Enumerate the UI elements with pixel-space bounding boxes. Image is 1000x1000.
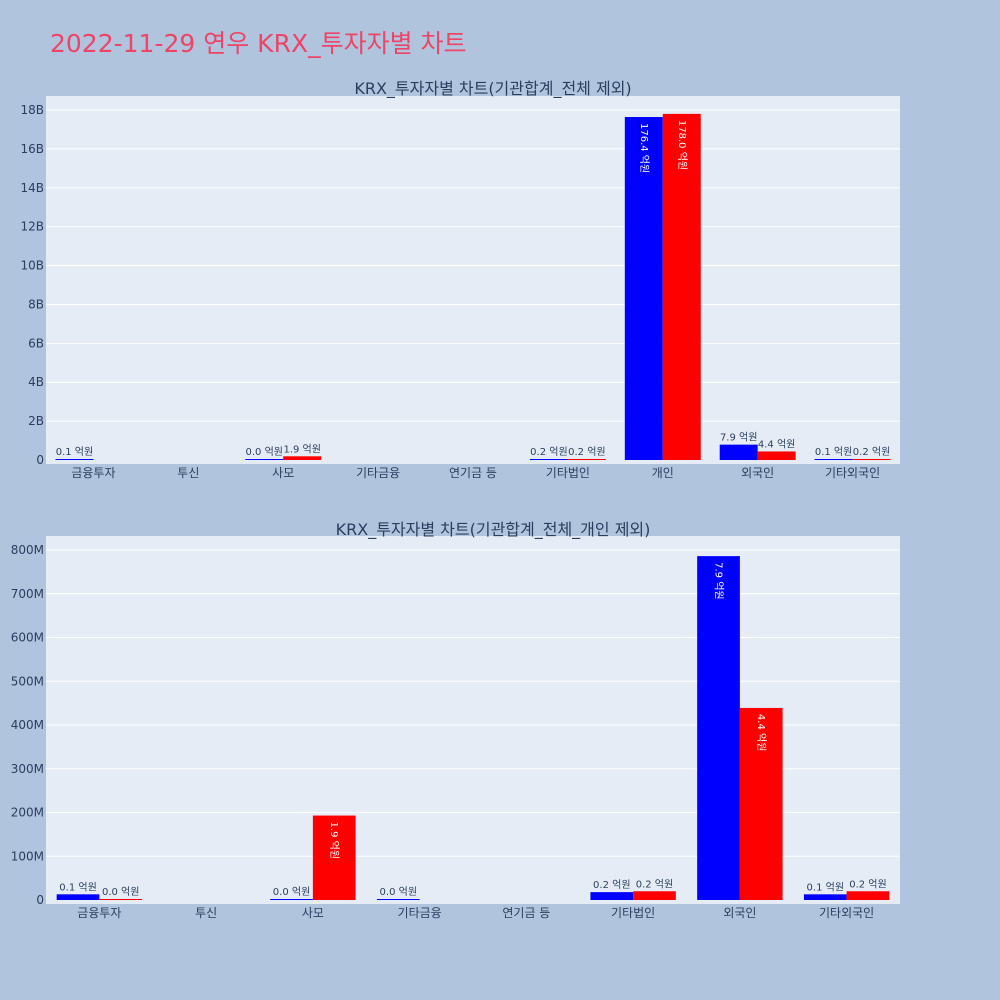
y-tick-label: 0 [36, 893, 44, 907]
bar [719, 444, 758, 460]
y-tick-label: 16B [20, 142, 44, 156]
bar [529, 459, 568, 460]
chart-1: 0 2B 4B 6B 8B 10B 12B 14B 16B 18B KRX_투자자별 차트(기관합계… [20, 79, 900, 480]
x-tick-label: 외국인 [723, 906, 756, 920]
x-tick-label: 기타법인 [611, 906, 655, 920]
x-tick-label: 금융투자 [71, 466, 115, 480]
bar [814, 459, 853, 460]
bar [803, 894, 847, 900]
y-tick-label: 500M [11, 674, 44, 688]
x-tick-label: 사모 [302, 906, 324, 920]
x-tick-label: 연기금 등 [502, 906, 550, 920]
bar [852, 459, 891, 460]
bar [56, 894, 100, 900]
x-tick-label: 기타금융 [356, 466, 400, 480]
data-label: 0.1 억원 [59, 881, 96, 893]
data-label: 0.0 억원 [102, 886, 139, 898]
data-label: 0.0 억원 [380, 886, 417, 898]
bar [567, 459, 606, 460]
x-tick-label: 외국인 [741, 466, 774, 480]
bar [376, 899, 420, 900]
data-label: 176.4 억원 [638, 123, 650, 173]
data-label: 178.0 억원 [676, 120, 688, 170]
data-label: 0.2 억원 [568, 446, 605, 458]
data-label: 0.2 억원 [849, 878, 886, 890]
x-tick-label: 기타외국인 [825, 466, 880, 480]
y-tick-label: 18B [20, 103, 44, 117]
x-tick-label: 연기금 등 [449, 466, 497, 480]
bar [270, 899, 313, 900]
data-label: 1.9 억원 [328, 822, 340, 859]
x-tick-label: 투신 [177, 466, 199, 480]
data-label: 0.1 억원 [815, 446, 852, 458]
data-label: 0.1 억원 [807, 881, 844, 893]
bar [99, 899, 143, 900]
data-label: 7.9 억원 [720, 432, 757, 444]
y-tick-label: 600M [11, 631, 44, 645]
x-tick-label: 금융투자 [77, 906, 121, 920]
y-tick-label: 10B [20, 259, 44, 273]
x-tick-label: 개인 [652, 466, 674, 480]
bar [697, 556, 740, 900]
y-tick-label: 2B [28, 414, 44, 428]
bar [55, 459, 94, 460]
y-tick-label: 800M [11, 543, 44, 557]
y-tick-label: 700M [11, 587, 44, 601]
y-tick-label: 6B [28, 336, 44, 350]
data-label: 0.2 억원 [593, 879, 630, 891]
y-tick-label: 300M [11, 762, 44, 776]
plot-area [46, 96, 900, 464]
data-label: 1.9 억원 [283, 443, 320, 455]
y-tick-label: 8B [28, 297, 44, 311]
data-label: 4.4 억원 [755, 714, 767, 751]
bar [624, 117, 663, 460]
bar [846, 891, 890, 900]
x-tick-label: 기타금융 [398, 906, 442, 920]
data-label: 0.2 억원 [636, 878, 673, 890]
y-tick-label: 400M [11, 718, 44, 732]
chart-title: KRX_투자자별 차트(기관합계_전체_개인 제외) [336, 520, 651, 540]
y-tick-label: 12B [20, 220, 44, 234]
y-tick-label: 4B [28, 375, 44, 389]
bar [739, 707, 783, 900]
page-title: 2022-11-29 연우 KRX_투자자별 차트 [50, 29, 467, 58]
data-label: 0.2 억원 [530, 446, 567, 458]
x-tick-label: 기타외국인 [819, 906, 874, 920]
chart-title: KRX_투자자별 차트(기관합계_전체 제외) [354, 79, 631, 99]
data-label: 0.2 억원 [853, 446, 890, 458]
y-tick-label: 0 [36, 453, 44, 467]
y-tick-label: 200M [11, 806, 44, 820]
bar [312, 815, 356, 900]
x-tick-label: 기타법인 [546, 466, 590, 480]
bar [662, 113, 701, 460]
data-label: 7.9 억원 [713, 562, 725, 599]
bar [757, 451, 796, 460]
y-tick-label: 14B [20, 181, 44, 195]
bar [283, 456, 322, 460]
data-label: 4.4 억원 [758, 438, 795, 450]
x-tick-label: 사모 [272, 466, 294, 480]
x-tick-label: 투신 [195, 906, 217, 920]
y-tick-label: 100M [11, 849, 44, 863]
chart-2: 0 100M 200M 300M 400M 500M 600M 700M 800M KRX_투자자… [11, 520, 900, 920]
data-label: 0.0 억원 [246, 446, 283, 458]
bar [245, 459, 284, 460]
data-label: 0.1 억원 [56, 446, 93, 458]
bar [590, 892, 634, 900]
bar [633, 891, 676, 900]
data-label: 0.0 억원 [273, 886, 310, 898]
